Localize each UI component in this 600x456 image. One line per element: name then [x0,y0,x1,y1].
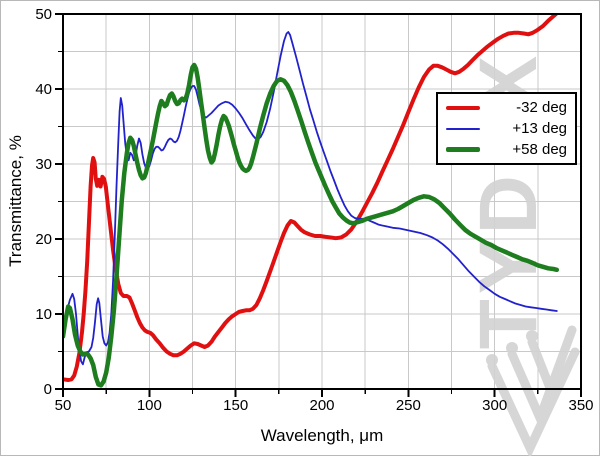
legend-label-plus13: +13 deg [512,120,567,137]
y-axis-title: Transmittance, % [6,135,25,267]
svg-text:30: 30 [35,156,52,173]
svg-text:20: 20 [35,231,52,248]
legend-line-sample-blue [446,127,480,130]
series-+13-deg [62,31,558,366]
axis-ticks [55,13,582,397]
x-tick-labels: 50 100 150 200 250 300 350 [55,397,594,414]
legend-row-plus58: +58 deg [446,142,567,157]
x-axis-title: Wavelength, μm [260,426,384,445]
svg-text:150: 150 [223,397,248,414]
series--32-deg [62,13,558,382]
legend-line-sample-green [446,147,480,152]
svg-text:40: 40 [35,81,52,98]
svg-text:300: 300 [482,397,507,414]
series-group [62,13,560,388]
svg-text:200: 200 [309,397,334,414]
legend-row-plus13: +13 deg [446,121,567,136]
legend: -32 deg +13 deg +58 deg [436,92,577,165]
svg-text:0: 0 [44,381,52,398]
y-tick-labels: 0 10 20 30 40 50 [35,6,52,398]
legend-label-plus58: +58 deg [512,141,567,158]
gridlines [63,14,581,389]
legend-label-minus32: -32 deg [516,99,567,116]
svg-text:50: 50 [35,6,52,23]
svg-text:350: 350 [568,397,593,414]
series-+58-deg [62,62,560,388]
svg-text:250: 250 [396,397,421,414]
legend-line-sample-red [446,105,480,110]
legend-row-minus32: -32 deg [446,100,567,115]
svg-text:100: 100 [137,397,162,414]
svg-text:50: 50 [55,397,72,414]
svg-text:10: 10 [35,306,52,323]
tydex-logo-watermark [486,325,580,456]
